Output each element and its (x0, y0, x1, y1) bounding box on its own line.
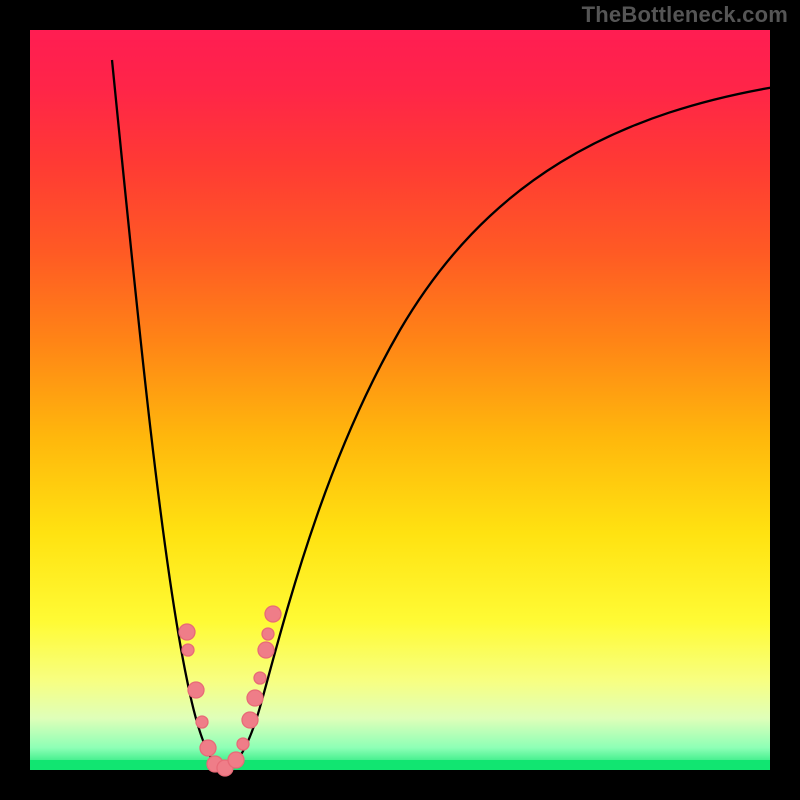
gradient-background (30, 30, 770, 770)
data-point (200, 740, 216, 756)
green-baseline-band (30, 760, 770, 770)
data-point (188, 682, 204, 698)
data-point (228, 752, 244, 768)
data-point (247, 690, 263, 706)
chart-canvas: TheBottleneck.com (0, 0, 800, 800)
data-point (242, 712, 258, 728)
data-point (196, 716, 208, 728)
data-point (258, 642, 274, 658)
data-point (179, 624, 195, 640)
plot-svg (30, 30, 770, 770)
watermark-text: TheBottleneck.com (582, 2, 788, 28)
data-point (262, 628, 274, 640)
data-point (182, 644, 194, 656)
data-point (265, 606, 281, 622)
plot-area (30, 30, 770, 770)
data-point (237, 738, 249, 750)
data-point (254, 672, 266, 684)
